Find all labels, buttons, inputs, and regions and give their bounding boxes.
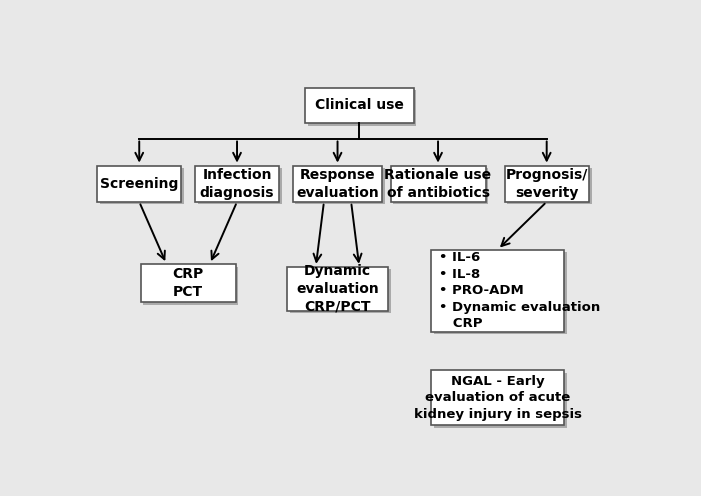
- Text: CRP
PCT: CRP PCT: [172, 267, 204, 299]
- FancyBboxPatch shape: [308, 90, 416, 125]
- Text: Rationale use
of antibiotics: Rationale use of antibiotics: [384, 168, 491, 199]
- Text: Dynamic
evaluation
CRP/PCT: Dynamic evaluation CRP/PCT: [296, 264, 379, 313]
- FancyBboxPatch shape: [97, 166, 182, 202]
- FancyBboxPatch shape: [143, 266, 238, 305]
- FancyBboxPatch shape: [390, 166, 486, 202]
- FancyBboxPatch shape: [431, 249, 564, 332]
- FancyBboxPatch shape: [305, 88, 414, 123]
- Text: Screening: Screening: [100, 177, 179, 190]
- FancyBboxPatch shape: [100, 168, 184, 204]
- FancyBboxPatch shape: [293, 166, 382, 202]
- FancyBboxPatch shape: [287, 267, 388, 310]
- FancyBboxPatch shape: [290, 269, 390, 313]
- FancyBboxPatch shape: [198, 168, 282, 204]
- FancyBboxPatch shape: [195, 166, 279, 202]
- FancyBboxPatch shape: [505, 166, 589, 202]
- FancyBboxPatch shape: [434, 372, 567, 428]
- Text: Prognosis/
severity: Prognosis/ severity: [505, 168, 588, 199]
- Text: NGAL - Early
evaluation of acute
kidney injury in sepsis: NGAL - Early evaluation of acute kidney …: [414, 374, 582, 421]
- FancyBboxPatch shape: [431, 370, 564, 425]
- FancyBboxPatch shape: [393, 168, 489, 204]
- FancyBboxPatch shape: [508, 168, 592, 204]
- Text: Response
evaluation: Response evaluation: [296, 168, 379, 199]
- Text: • IL-6
• IL-8
• PRO-ADM
• Dynamic evaluation
   CRP: • IL-6 • IL-8 • PRO-ADM • Dynamic evalua…: [440, 251, 601, 330]
- FancyBboxPatch shape: [295, 168, 385, 204]
- FancyBboxPatch shape: [434, 252, 567, 334]
- Text: Infection
diagnosis: Infection diagnosis: [200, 168, 274, 199]
- Text: Clinical use: Clinical use: [315, 98, 404, 113]
- FancyBboxPatch shape: [141, 264, 236, 302]
